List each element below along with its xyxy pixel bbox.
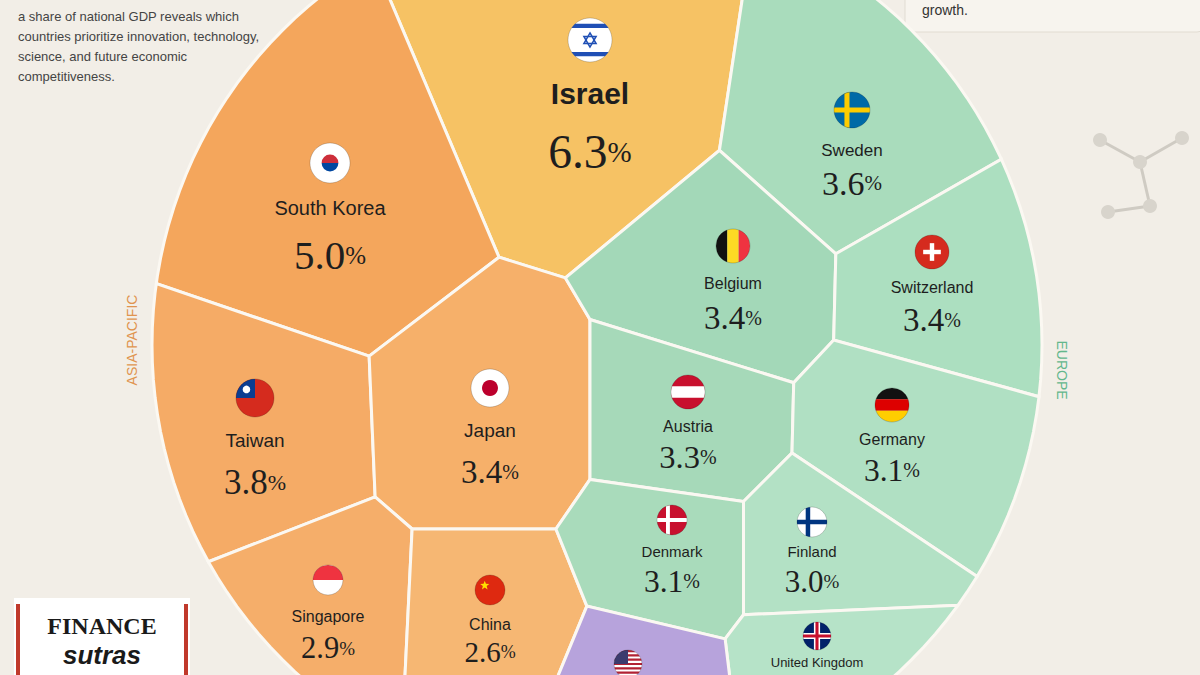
svg-text:5.0: 5.0 xyxy=(294,232,345,278)
svg-text:%: % xyxy=(700,446,717,468)
svg-text:3.4: 3.4 xyxy=(704,300,745,336)
svg-text:2.6: 2.6 xyxy=(464,636,500,668)
svg-text:ASIA-PACIFIC: ASIA-PACIFIC xyxy=(124,295,140,386)
svg-text:competitiveness.: competitiveness. xyxy=(18,69,115,84)
svg-text:countries prioritize innovatio: countries prioritize innovation, technol… xyxy=(18,29,263,44)
svg-text:%: % xyxy=(502,461,519,483)
svg-text:a share of national GDP reveal: a share of national GDP reveals which xyxy=(18,9,243,24)
svg-text:3.4: 3.4 xyxy=(461,454,502,490)
svg-text:%: % xyxy=(903,459,920,481)
svg-text:Sweden: Sweden xyxy=(821,141,882,160)
svg-text:3.6: 3.6 xyxy=(822,165,865,202)
svg-text:2.9: 2.9 xyxy=(301,631,339,665)
svg-text:%: % xyxy=(501,642,516,662)
svg-text:3.3: 3.3 xyxy=(659,439,700,475)
svg-text:growth.: growth. xyxy=(922,2,968,18)
svg-text:3.1: 3.1 xyxy=(864,453,903,488)
svg-text:Denmark: Denmark xyxy=(642,543,703,560)
svg-text:Belgium: Belgium xyxy=(704,275,762,292)
svg-text:Finland: Finland xyxy=(787,543,836,560)
svg-text:%: % xyxy=(268,470,286,495)
svg-text:%: % xyxy=(608,136,632,168)
svg-text:EUROPE: EUROPE xyxy=(1054,340,1070,399)
svg-text:%: % xyxy=(745,307,762,329)
svg-text:Switzerland: Switzerland xyxy=(891,279,974,296)
svg-text:Taiwan: Taiwan xyxy=(225,430,284,451)
svg-text:%: % xyxy=(339,638,355,659)
svg-text:China: China xyxy=(469,616,511,633)
svg-text:South Korea: South Korea xyxy=(274,197,386,219)
svg-text:sutras: sutras xyxy=(63,640,141,670)
svg-text:%: % xyxy=(345,242,366,269)
svg-text:Germany: Germany xyxy=(859,431,925,448)
svg-text:FINANCE: FINANCE xyxy=(47,613,156,639)
svg-text:6.3: 6.3 xyxy=(548,126,607,178)
svg-text:science, and future economic: science, and future economic xyxy=(18,49,191,64)
svg-text:United Kingdom: United Kingdom xyxy=(771,655,864,670)
svg-text:%: % xyxy=(683,570,700,592)
svg-text:%: % xyxy=(944,309,961,331)
svg-text:%: % xyxy=(865,171,883,195)
svg-text:Israel: Israel xyxy=(551,77,629,110)
svg-text:3.0: 3.0 xyxy=(785,564,824,599)
svg-text:3.4: 3.4 xyxy=(903,302,944,338)
svg-text:3.1: 3.1 xyxy=(644,564,683,599)
svg-text:3.8: 3.8 xyxy=(224,463,268,502)
svg-text:Japan: Japan xyxy=(464,420,516,441)
svg-text:%: % xyxy=(823,571,839,592)
svg-text:Singapore: Singapore xyxy=(292,608,365,625)
svg-text:Austria: Austria xyxy=(663,418,713,435)
